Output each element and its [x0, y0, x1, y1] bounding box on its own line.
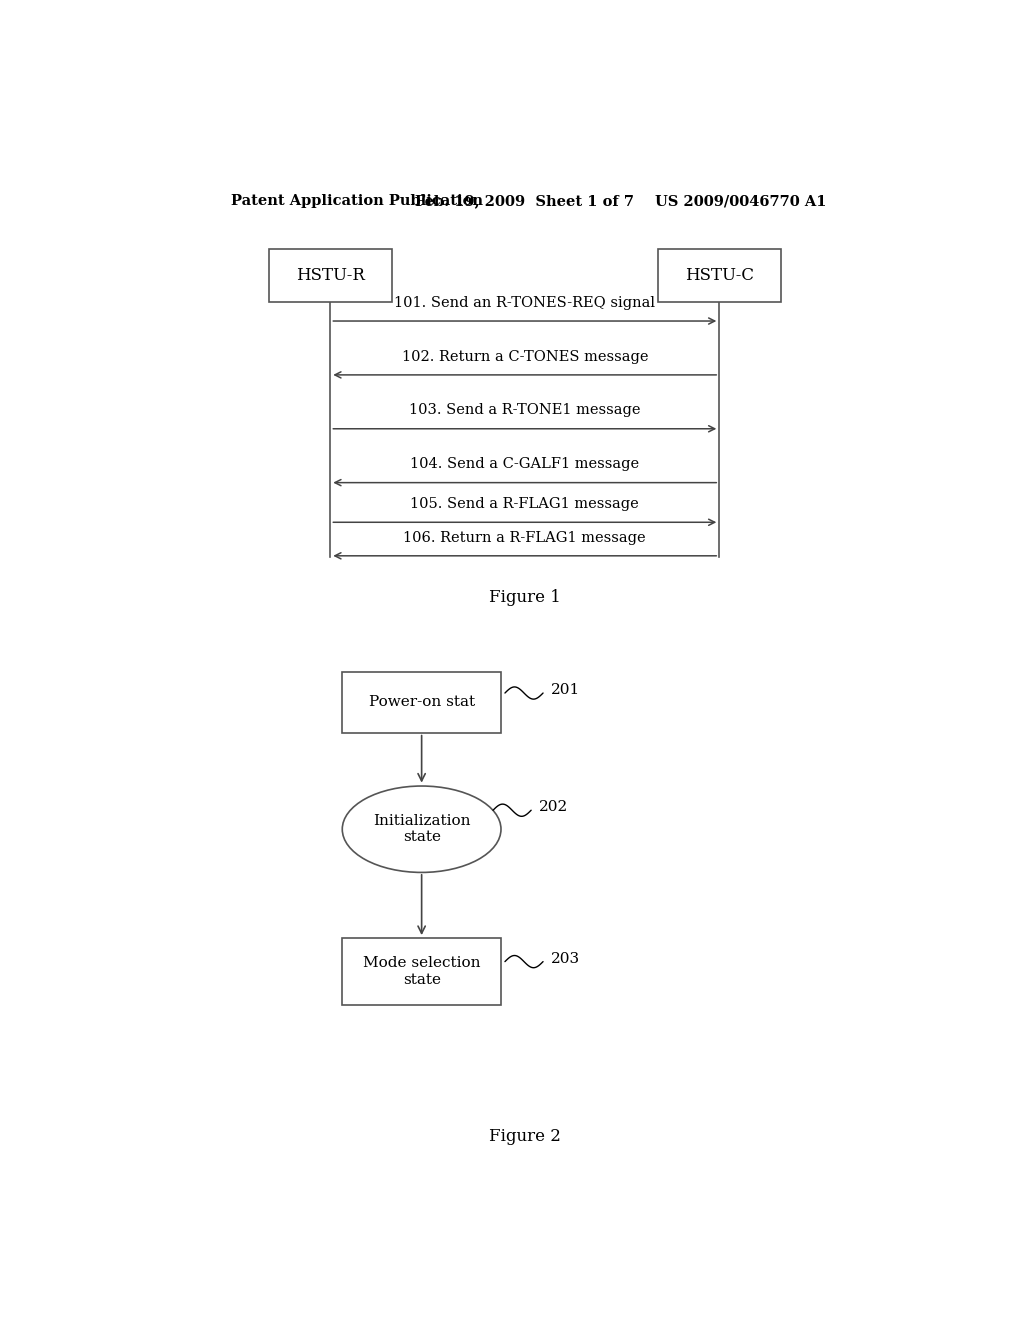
FancyBboxPatch shape — [657, 249, 780, 302]
FancyBboxPatch shape — [342, 939, 501, 1005]
Text: US 2009/0046770 A1: US 2009/0046770 A1 — [655, 194, 826, 209]
Text: Power-on stat: Power-on stat — [369, 696, 475, 709]
Text: Figure 1: Figure 1 — [488, 589, 561, 606]
Text: Figure 2: Figure 2 — [488, 1127, 561, 1144]
Text: 201: 201 — [551, 682, 581, 697]
Text: 203: 203 — [551, 952, 581, 965]
Text: 102. Return a C-TONES message: 102. Return a C-TONES message — [401, 350, 648, 363]
Text: 105. Send a R-FLAG1 message: 105. Send a R-FLAG1 message — [411, 496, 639, 511]
Text: Mode selection
state: Mode selection state — [362, 957, 480, 986]
Text: 101. Send an R-TONES-REQ signal: 101. Send an R-TONES-REQ signal — [394, 296, 655, 310]
Text: 106. Return a R-FLAG1 message: 106. Return a R-FLAG1 message — [403, 531, 646, 545]
Text: HSTU-R: HSTU-R — [296, 267, 365, 284]
Text: Feb. 19, 2009  Sheet 1 of 7: Feb. 19, 2009 Sheet 1 of 7 — [416, 194, 634, 209]
Text: 202: 202 — [539, 800, 568, 814]
Text: Patent Application Publication: Patent Application Publication — [231, 194, 483, 209]
FancyBboxPatch shape — [342, 672, 501, 733]
Text: 104. Send a C-GALF1 message: 104. Send a C-GALF1 message — [411, 457, 639, 471]
Ellipse shape — [342, 785, 501, 873]
Text: Initialization
state: Initialization state — [373, 814, 470, 845]
FancyBboxPatch shape — [269, 249, 392, 302]
Text: HSTU-C: HSTU-C — [685, 267, 754, 284]
Text: 103. Send a R-TONE1 message: 103. Send a R-TONE1 message — [409, 404, 641, 417]
